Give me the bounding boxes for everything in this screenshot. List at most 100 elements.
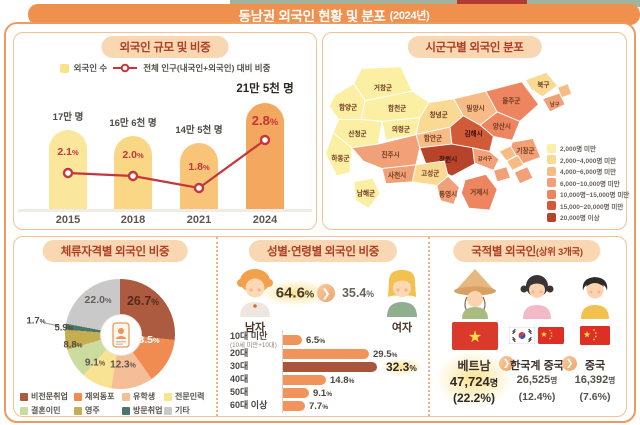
rank-arrow-icon-1: ❯ [499, 356, 514, 371]
country-name-3: 중국 [584, 360, 606, 372]
age-bar [283, 375, 326, 385]
map-legend-label: 20,000명 이상 [560, 215, 600, 222]
svg-text:★: ★ [540, 330, 547, 339]
line-marker [259, 134, 271, 146]
age-bar [283, 388, 309, 398]
female-avatar [387, 270, 417, 317]
male-label: 남자 [244, 322, 266, 334]
map-region-label: 창원시 [439, 155, 457, 164]
map-region [436, 175, 460, 206]
country-share-1: (22.2%) [452, 391, 496, 405]
map-legend-label: 2,000명 미만 [560, 146, 597, 153]
age-value-label: 9.1% [313, 388, 333, 399]
bar-value-label: 16만 6천 명 [109, 118, 157, 129]
map-region-label: 북구 [537, 80, 549, 89]
age-group-row: 50대 9.1% [218, 387, 428, 399]
year-label: 2018 [120, 214, 146, 226]
foreigner-scale-chart: 17만 명 2015 16만 6천 명 2018 14만 5천 명 2021 21만 5천 … [14, 33, 316, 229]
pie-legend-item: 기타 [164, 405, 190, 416]
map-legend-item: 6,000~10,000명 미만 [547, 178, 620, 188]
line-series-marker-icon [113, 63, 138, 73]
age-group-row: 40대 14.8% [218, 374, 428, 386]
age-group-row: 20대 29.5% [218, 348, 428, 360]
map-region-label: 김해시 [464, 129, 482, 138]
pie-center-badge [100, 314, 142, 356]
korean-chinese-person-avatar [520, 275, 554, 319]
country-share-2: (12.4%) [518, 391, 556, 403]
map-region-label: 울주군 [502, 96, 520, 105]
line-marker [193, 182, 205, 194]
map-region-label: 고성군 [421, 169, 439, 178]
bar-value-label: 14만 5천 명 [175, 125, 223, 136]
panel-title-foreigner-scale: 외국인 규모 및 비중 [101, 36, 229, 58]
country-share-3: (7.6%) [579, 391, 611, 403]
map-region-label: 하동군 [331, 154, 349, 163]
map-region [498, 145, 517, 162]
map-region [350, 134, 421, 170]
pie-slice-label: 22.0% [84, 294, 112, 306]
age-group-row: 10대 미만 (10세 미만+10대) 6.5% [218, 331, 428, 349]
pie-legend-swatch [164, 392, 172, 401]
pie-legend-swatch [122, 406, 130, 415]
map-legend-label: 15,000~20,000명 미만 [560, 203, 624, 211]
age-value-label: 7.7% [309, 401, 329, 412]
ratio-percent-label: 2.0% [122, 149, 144, 161]
panel-title-visa: 체류자격별 외국인 비중 [42, 240, 188, 262]
map-region-label: 합천군 [388, 104, 406, 113]
year-label: 2015 [55, 214, 81, 226]
pie-slice-label: 13.5% [132, 334, 160, 346]
pie-legend-swatch [20, 406, 28, 415]
panel-title-text: 외국인 규모 및 비중 [119, 42, 211, 54]
age-group-label: 60대 이상 [230, 400, 268, 410]
south-korea-flag [509, 327, 535, 344]
ratio-line-series [62, 134, 271, 194]
map-legend-swatch [547, 166, 556, 176]
country-name-2: 한국계 중국 [510, 360, 564, 372]
panel-title-text: 성별·연령별 외국인 비중 [266, 246, 380, 258]
pie-slice-label: 8.8% [63, 339, 83, 351]
map-legend-item: 4,000~6,000명 미만 [547, 166, 616, 176]
age-group-label: 20대 [230, 348, 249, 358]
map-region-label: 거제시 [470, 188, 488, 197]
pie-slice-label: 5.9% [54, 322, 74, 334]
pie-legend-label: 영주 [85, 406, 100, 415]
map-region [513, 166, 534, 185]
bar-value-label: 17만 명 [52, 112, 84, 123]
ratio-percent-label: 1.8% [188, 161, 210, 173]
page-title-text: 동남권 외국인 현황 및 분포 [238, 8, 386, 24]
map-region-label: 함안군 [424, 134, 442, 143]
age-bar [283, 401, 305, 411]
map-legend-label: 10,000명~15,000명 미만 [560, 192, 630, 199]
pie-legend-item: 영주 [74, 405, 100, 416]
vietnam-flag: ★ [452, 322, 498, 350]
map-region [472, 147, 500, 172]
page-title-year: (2024년) [389, 9, 430, 22]
female-percent: 35.4% [341, 286, 375, 300]
map-region-label: 기장군 [516, 146, 534, 155]
pie-legend-label: 방문취업 [133, 406, 163, 415]
age-group-label: 30대 [230, 361, 249, 371]
svg-text:★: ★ [583, 330, 591, 340]
pie-legend-item: 방문취업 [122, 405, 162, 416]
pie-legend-label: 재외동포 [85, 392, 115, 401]
line-marker [62, 167, 74, 179]
ratio-percent-label: 2.1% [57, 146, 79, 158]
pie-legend-item: 결혼이민 [20, 405, 60, 416]
chart-legend: 외국인 수 전체 인구(내국인+외국인) 대비 비중 [14, 62, 316, 74]
map-legend-item: 10,000명~15,000명 미만 [547, 189, 629, 199]
map-region [524, 71, 559, 98]
pie-slice-label: 1.7% [26, 315, 46, 327]
map-legend-swatch [547, 155, 556, 164]
bar-value-label: 21만 5천 명 [236, 83, 294, 95]
panel-title-text: 시군구별 외국인 분포 [425, 42, 524, 54]
male-percent: 64.6% [275, 284, 315, 302]
panel-foreigner-scale: 외국인 규모 및 비중 외국인 수 전체 인구(내국인+외국인) 대비 비중 1… [13, 32, 317, 230]
map-legend-swatch [547, 143, 556, 153]
country-count-2: 26,525명 [516, 374, 558, 386]
map-region-label: 남해군 [357, 188, 375, 197]
pie-legend-label: 결혼이민 [31, 406, 61, 415]
pie-legend-label: 기타 [175, 406, 190, 415]
panel-title-nationality: 국적별 외국인(상위 3개국) [453, 240, 601, 262]
pie-legend-swatch [74, 406, 82, 415]
